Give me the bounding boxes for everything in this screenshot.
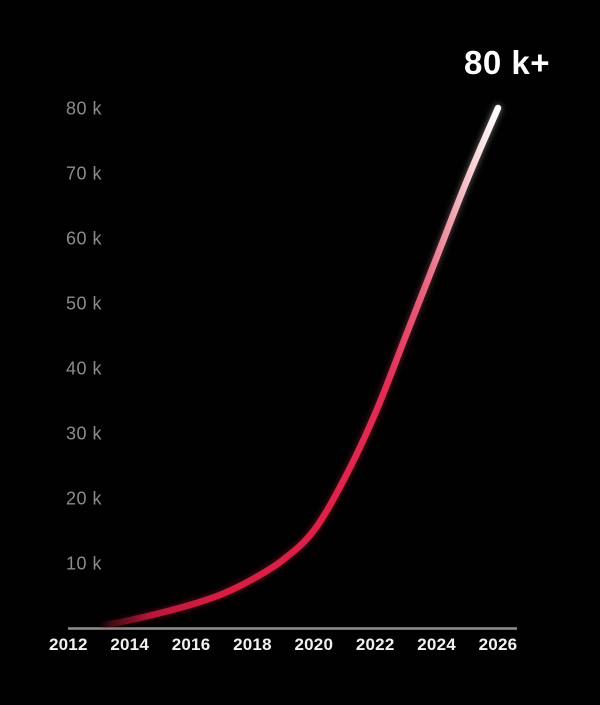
growth-curve (95, 104, 502, 630)
y-tick-label: 60 k (66, 228, 103, 248)
x-tick-label: 2018 (233, 635, 272, 654)
x-axis-labels: 2012 2014 2016 2018 2020 2022 2024 2026 (49, 635, 517, 654)
y-axis-labels: 80 k 70 k 60 k 50 k 40 k 30 k 20 k 10 k (66, 98, 103, 573)
y-tick-label: 80 k (66, 98, 103, 118)
x-tick-label: 2016 (172, 635, 211, 654)
y-tick-label: 50 k (66, 293, 103, 313)
end-value-annotation: 80 k+ (464, 44, 550, 81)
x-tick-label: 2024 (417, 635, 456, 654)
x-tick-label: 2012 (49, 635, 88, 654)
x-tick-label: 2014 (110, 635, 149, 654)
y-tick-label: 20 k (66, 488, 103, 508)
x-tick-label: 2026 (479, 635, 518, 654)
y-tick-label: 30 k (66, 423, 103, 443)
y-tick-label: 70 k (66, 163, 103, 183)
x-tick-label: 2022 (356, 635, 395, 654)
x-tick-label: 2020 (295, 635, 334, 654)
y-tick-label: 10 k (66, 553, 103, 573)
y-tick-label: 40 k (66, 358, 103, 378)
